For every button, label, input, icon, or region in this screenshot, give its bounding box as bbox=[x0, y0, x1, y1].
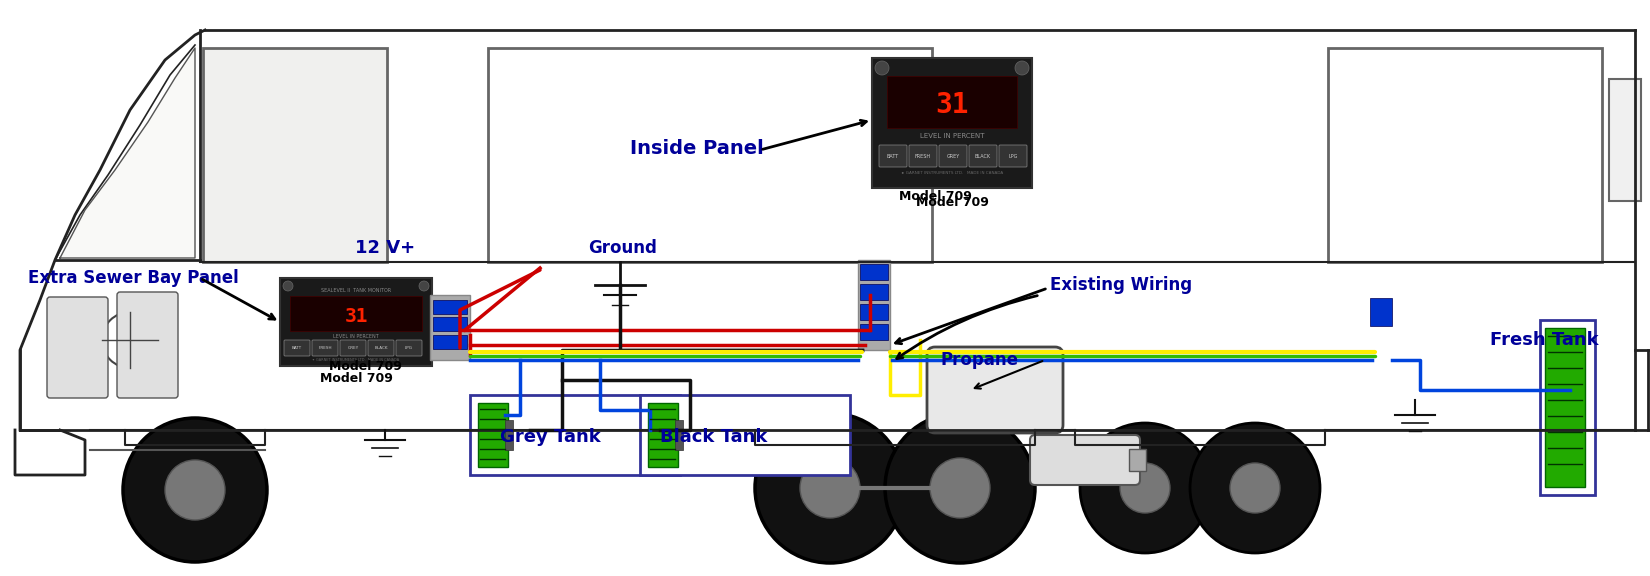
Circle shape bbox=[931, 458, 990, 518]
Text: 31: 31 bbox=[936, 91, 969, 119]
Text: FRESH: FRESH bbox=[916, 153, 931, 158]
Circle shape bbox=[165, 460, 224, 520]
FancyBboxPatch shape bbox=[927, 347, 1063, 433]
Circle shape bbox=[874, 61, 889, 75]
FancyBboxPatch shape bbox=[888, 76, 1016, 128]
FancyBboxPatch shape bbox=[431, 295, 470, 360]
FancyBboxPatch shape bbox=[640, 395, 850, 475]
Circle shape bbox=[1120, 463, 1170, 513]
FancyBboxPatch shape bbox=[675, 420, 683, 450]
Circle shape bbox=[1190, 423, 1320, 553]
FancyBboxPatch shape bbox=[860, 284, 888, 300]
Text: 31: 31 bbox=[345, 306, 368, 325]
Text: Ground: Ground bbox=[587, 239, 657, 257]
FancyBboxPatch shape bbox=[340, 340, 366, 356]
FancyBboxPatch shape bbox=[470, 395, 680, 475]
FancyBboxPatch shape bbox=[488, 48, 932, 262]
Polygon shape bbox=[59, 48, 195, 258]
Text: Model 709: Model 709 bbox=[320, 372, 393, 385]
FancyBboxPatch shape bbox=[1370, 298, 1393, 326]
Circle shape bbox=[800, 458, 860, 518]
Text: LPG: LPG bbox=[404, 346, 412, 350]
FancyBboxPatch shape bbox=[432, 317, 467, 331]
FancyBboxPatch shape bbox=[312, 340, 338, 356]
FancyBboxPatch shape bbox=[432, 335, 467, 349]
Text: GREY: GREY bbox=[947, 153, 960, 158]
Text: Model 709: Model 709 bbox=[899, 190, 972, 203]
FancyBboxPatch shape bbox=[860, 324, 888, 340]
FancyBboxPatch shape bbox=[432, 300, 467, 314]
Text: Inside Panel: Inside Panel bbox=[630, 138, 764, 157]
Text: Propane: Propane bbox=[940, 351, 1018, 369]
Circle shape bbox=[1081, 423, 1209, 553]
Circle shape bbox=[1015, 61, 1030, 75]
Circle shape bbox=[284, 281, 294, 291]
Text: 12 V+: 12 V+ bbox=[355, 239, 416, 257]
Text: BLACK: BLACK bbox=[975, 153, 992, 158]
Text: Black Tank: Black Tank bbox=[660, 428, 767, 446]
FancyBboxPatch shape bbox=[1129, 449, 1147, 471]
Text: BLACK: BLACK bbox=[375, 346, 388, 350]
FancyBboxPatch shape bbox=[879, 145, 908, 167]
FancyBboxPatch shape bbox=[368, 340, 394, 356]
FancyBboxPatch shape bbox=[117, 292, 178, 398]
FancyBboxPatch shape bbox=[396, 340, 422, 356]
Text: GREY: GREY bbox=[348, 346, 358, 350]
Text: Existing Wiring: Existing Wiring bbox=[1049, 276, 1191, 294]
FancyBboxPatch shape bbox=[998, 145, 1026, 167]
FancyBboxPatch shape bbox=[909, 145, 937, 167]
Text: BATT: BATT bbox=[292, 346, 302, 350]
FancyBboxPatch shape bbox=[505, 420, 513, 450]
Text: LPG: LPG bbox=[1008, 153, 1018, 158]
FancyBboxPatch shape bbox=[290, 296, 422, 331]
Text: Fresh Tank: Fresh Tank bbox=[1490, 331, 1599, 349]
FancyBboxPatch shape bbox=[203, 48, 388, 262]
FancyBboxPatch shape bbox=[478, 403, 508, 467]
FancyBboxPatch shape bbox=[1609, 79, 1642, 201]
Text: SEALEVEL II  TANK MONITOR: SEALEVEL II TANK MONITOR bbox=[322, 287, 391, 293]
FancyBboxPatch shape bbox=[860, 264, 888, 280]
FancyBboxPatch shape bbox=[1030, 435, 1140, 485]
Circle shape bbox=[1229, 463, 1280, 513]
Circle shape bbox=[124, 418, 267, 562]
Text: Model 709: Model 709 bbox=[916, 196, 988, 210]
Circle shape bbox=[884, 413, 1035, 563]
FancyBboxPatch shape bbox=[648, 403, 678, 467]
Text: LEVEL IN PERCENT: LEVEL IN PERCENT bbox=[333, 334, 380, 339]
FancyBboxPatch shape bbox=[280, 278, 432, 366]
FancyBboxPatch shape bbox=[860, 304, 888, 320]
Text: LEVEL IN PERCENT: LEVEL IN PERCENT bbox=[919, 133, 985, 139]
FancyBboxPatch shape bbox=[1544, 328, 1586, 487]
FancyBboxPatch shape bbox=[871, 58, 1031, 188]
Text: ⚫ GARNET INSTRUMENTS LTD.  MADE IN CANADA: ⚫ GARNET INSTRUMENTS LTD. MADE IN CANADA bbox=[312, 358, 399, 362]
Text: Grey Tank: Grey Tank bbox=[500, 428, 601, 446]
FancyBboxPatch shape bbox=[1539, 320, 1596, 495]
FancyBboxPatch shape bbox=[46, 297, 107, 398]
FancyBboxPatch shape bbox=[858, 260, 889, 350]
Circle shape bbox=[756, 413, 904, 563]
Text: FRESH: FRESH bbox=[318, 346, 332, 350]
FancyBboxPatch shape bbox=[1328, 48, 1602, 262]
FancyBboxPatch shape bbox=[939, 145, 967, 167]
Text: BATT: BATT bbox=[888, 153, 899, 158]
Text: Model 709: Model 709 bbox=[328, 359, 401, 373]
FancyBboxPatch shape bbox=[284, 340, 310, 356]
Circle shape bbox=[419, 281, 429, 291]
FancyBboxPatch shape bbox=[969, 145, 997, 167]
Text: Extra Sewer Bay Panel: Extra Sewer Bay Panel bbox=[28, 269, 239, 287]
Text: ⚫ GARNET INSTRUMENTS LTD.   MADE IN CANADA: ⚫ GARNET INSTRUMENTS LTD. MADE IN CANADA bbox=[901, 171, 1003, 175]
